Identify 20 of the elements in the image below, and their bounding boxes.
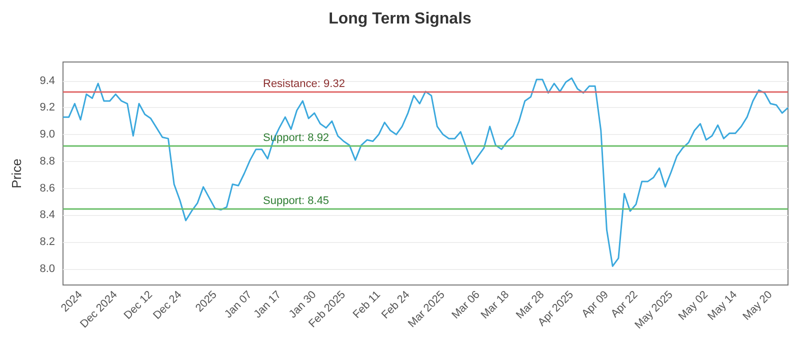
x-tick-label: Dec 24 bbox=[151, 288, 184, 322]
y-axis-title: Price bbox=[9, 158, 24, 188]
y-tick-label: 9.0 bbox=[40, 128, 55, 141]
x-tick-label: Feb 24 bbox=[380, 288, 412, 322]
x-tick-label: May 20 bbox=[740, 288, 775, 323]
y-tick-label: 9.2 bbox=[40, 102, 55, 114]
ref-line-label: Resistance: 9.32 bbox=[263, 78, 345, 90]
chart-title: Long Term Signals bbox=[328, 10, 472, 28]
x-tick-label: Apr 09 bbox=[580, 288, 611, 320]
x-tick-label: Jan 17 bbox=[252, 288, 284, 321]
x-tick-label: Mar 18 bbox=[478, 288, 512, 322]
ref-line-label: Support: 8.45 bbox=[263, 194, 330, 207]
y-tick-label: 8.8 bbox=[40, 155, 55, 168]
y-tick-label: 8.6 bbox=[40, 182, 55, 194]
y-tick-label: 8.0 bbox=[40, 262, 55, 275]
y-tick-label: 8.4 bbox=[40, 209, 55, 222]
y-tick-label: 9.4 bbox=[40, 74, 55, 87]
line-series bbox=[62, 77, 789, 267]
x-tick-label: Jan 07 bbox=[222, 288, 254, 321]
y-tick-label: 8.2 bbox=[40, 236, 55, 248]
